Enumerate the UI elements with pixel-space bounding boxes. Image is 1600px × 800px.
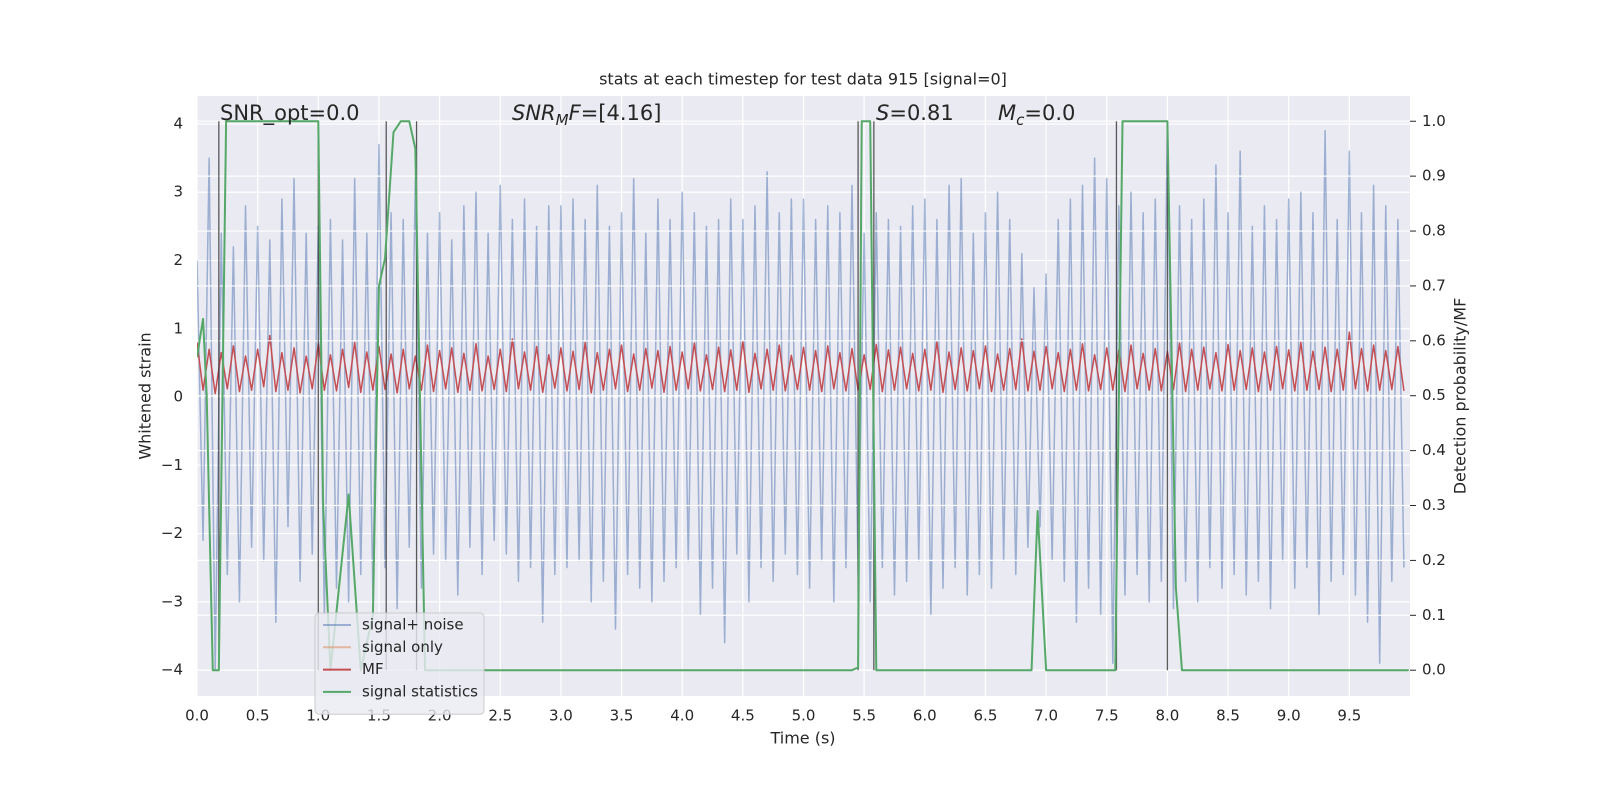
legend-label: signal statistics: [362, 682, 478, 700]
x-axis-label: Time (s): [769, 729, 835, 748]
y-tick-label: 4: [173, 114, 183, 132]
annotation-part: =[4.16]: [581, 101, 662, 125]
x-tick-label: 5.0: [792, 707, 816, 725]
annotation-part: F: [569, 101, 582, 125]
x-tick-label: 7.0: [1034, 707, 1058, 725]
legend-label: signal only: [362, 638, 443, 656]
x-tick-label: 9.5: [1337, 707, 1361, 725]
x-tick-label: 4.0: [670, 707, 694, 725]
y2-axis-label: Detection probability/MF: [1451, 298, 1470, 495]
legend-label: MF: [362, 660, 384, 678]
annotation: SNRMF=[4.16]: [512, 101, 661, 129]
y2-tick-label: 0.1: [1422, 606, 1446, 624]
x-tick-label: 8.5: [1216, 707, 1240, 725]
annotation-part: =0.81: [889, 101, 953, 125]
x-tick-label: 6.5: [974, 707, 998, 725]
y2-tick-label: 0.5: [1422, 386, 1446, 404]
x-tick-label: 3.5: [610, 707, 634, 725]
annotation-part: M: [998, 101, 1016, 125]
series-line: [197, 123, 1405, 671]
y2-tick-label: 0.0: [1422, 661, 1446, 679]
annotation-part: SNR: [512, 101, 556, 125]
annotation: S=0.81: [876, 101, 954, 125]
series-line: [197, 331, 1405, 395]
x-tick-label: 0.5: [246, 707, 270, 725]
x-tick-label: 7.5: [1095, 707, 1119, 725]
y-tick-label: 0: [173, 388, 183, 406]
x-tick-label: 5.5: [852, 707, 876, 725]
annotation-part: c: [1016, 111, 1025, 129]
y2-tick-label: 0.9: [1422, 167, 1446, 185]
y-axis-label: Whitened strain: [136, 332, 155, 459]
x-tick-label: 0.0: [185, 707, 209, 725]
x-tick-label: 8.0: [1155, 707, 1179, 725]
y-tick-label: 3: [173, 183, 183, 201]
annotation-part: SNR_opt=0.0: [220, 101, 360, 126]
x-tick-label: 4.5: [731, 707, 755, 725]
annotation-part: M: [556, 111, 569, 129]
y2-tick-label: 0.4: [1422, 441, 1446, 459]
y-tick-label: −2: [161, 524, 183, 542]
legend-label: signal+ noise: [362, 616, 464, 634]
annotation: SNR_opt=0.0: [220, 101, 360, 126]
x-tick-label: 6.0: [913, 707, 937, 725]
annotation-part: S: [876, 101, 889, 125]
chart-title: stats at each timestep for test data 915…: [599, 70, 1007, 89]
x-tick-label: 3.0: [549, 707, 573, 725]
y-tick-label: −3: [161, 592, 183, 610]
y-tick-label: 2: [173, 251, 183, 269]
annotation-part: =0.0: [1024, 101, 1075, 125]
plot-overlay: [197, 120, 1410, 672]
y-tick-label: −1: [161, 456, 183, 474]
y2-tick-label: 0.6: [1422, 331, 1446, 349]
legend-box: [314, 612, 485, 715]
series-line: [197, 120, 1409, 672]
y-tick-label: −4: [161, 661, 183, 679]
x-tick-label: 9.0: [1277, 707, 1301, 725]
annotation: Mc=0.0: [998, 101, 1075, 129]
y2-tick-label: 0.8: [1422, 222, 1446, 240]
legend: signal+ noise signal only MF signal statist…: [314, 612, 485, 715]
y2-tick-label: 0.3: [1422, 496, 1446, 514]
y-tick-label: 1: [173, 319, 183, 337]
y2-tick-label: 1.0: [1422, 112, 1446, 130]
y2-tick-label: 0.7: [1422, 276, 1446, 294]
y2-tick-label: 0.2: [1422, 551, 1446, 569]
x-tick-label: 2.5: [488, 707, 512, 725]
